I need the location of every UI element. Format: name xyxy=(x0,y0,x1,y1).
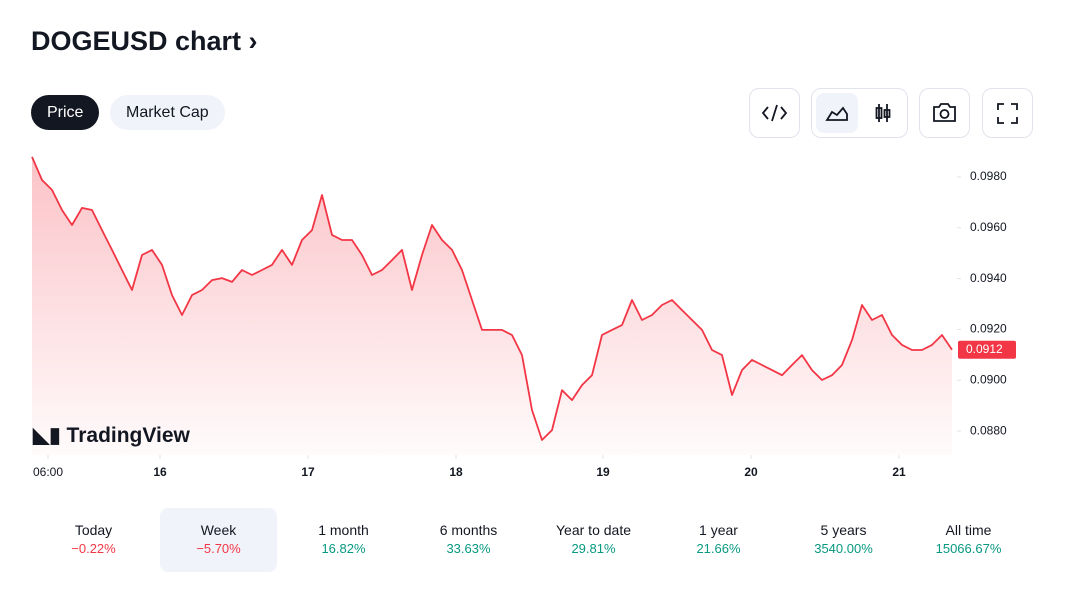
period-name: 1 year xyxy=(699,522,738,538)
icon xyxy=(997,103,1018,124)
tab[interactable]: Price xyxy=(31,95,100,130)
period[interactable]: Week −5.70% xyxy=(160,508,277,572)
x-tick-label: 06:00 xyxy=(33,465,63,479)
period-name: 1 month xyxy=(318,522,369,538)
period-change: 3540.00% xyxy=(814,541,873,556)
x-tick-label: 17 xyxy=(301,465,315,479)
icon xyxy=(875,104,891,122)
chart: 0.0980 0.0960 0.0940 0.0920 0.0900 0.0880 06:0… xyxy=(31,156,1016,479)
snapshot-button[interactable] xyxy=(919,88,970,138)
x-tick-label: 18 xyxy=(449,465,463,479)
x-tick-label: 19 xyxy=(596,465,610,479)
period-name: Week xyxy=(200,522,237,538)
icon xyxy=(761,104,788,122)
y-tick-label: 0.0880 xyxy=(970,423,1007,437)
last-price-label: 0.0912 xyxy=(966,342,1003,356)
x-tick-label: 16 xyxy=(153,465,167,479)
y-tick-label: 0.0960 xyxy=(970,220,1007,234)
fullscreen-button[interactable] xyxy=(982,88,1033,138)
period-change: 15066.67% xyxy=(935,541,1002,556)
y-tick-label: 0.0920 xyxy=(970,322,1007,336)
title[interactable]: DOGEUSD chart › xyxy=(31,26,258,56)
x-tick-label: 20 xyxy=(744,465,758,479)
chart-style-group xyxy=(811,88,908,138)
period[interactable]: 1 year 21.66% xyxy=(660,508,777,572)
y-tick-label: 0.0980 xyxy=(970,169,1007,183)
tab[interactable]: Market Cap xyxy=(110,95,225,130)
period[interactable]: 1 month 16.82% xyxy=(285,508,402,572)
period-change: 29.81% xyxy=(571,541,616,556)
period-change: 16.82% xyxy=(321,541,366,556)
period-change: −0.22% xyxy=(71,541,116,556)
x-tick-label: 21 xyxy=(892,465,906,479)
period-name: All time xyxy=(945,522,992,538)
last-price-tag xyxy=(958,340,1016,359)
period-name: Year to date xyxy=(556,522,631,538)
icon xyxy=(825,106,848,121)
candle-button[interactable] xyxy=(862,93,904,133)
area xyxy=(32,156,952,455)
embed-button[interactable] xyxy=(749,88,800,138)
area-button[interactable] xyxy=(816,93,858,133)
watermark: ◣▮ TradingView xyxy=(32,424,191,447)
y-tick-label: 0.0940 xyxy=(970,271,1007,285)
period-change: −5.70% xyxy=(196,541,241,556)
period-name: 6 months xyxy=(439,522,498,538)
icon xyxy=(933,103,956,122)
watermark-text: TradingView xyxy=(67,424,191,447)
period-name: 5 years xyxy=(820,522,867,538)
period-name: Today xyxy=(74,522,113,538)
title-text: DOGEUSD chart xyxy=(31,26,242,56)
period[interactable]: Year to date 29.81% xyxy=(535,508,652,572)
period[interactable]: 5 years 3540.00% xyxy=(785,508,902,572)
period[interactable]: 6 months 33.63% xyxy=(410,508,527,572)
period[interactable]: Today −0.22% xyxy=(35,508,152,572)
period-change: 33.63% xyxy=(446,541,491,556)
price-line xyxy=(31,156,953,441)
period-change: 21.66% xyxy=(696,541,741,556)
period[interactable]: All time 15066.67% xyxy=(910,508,1027,572)
y-tick-label: 0.0900 xyxy=(970,372,1007,386)
